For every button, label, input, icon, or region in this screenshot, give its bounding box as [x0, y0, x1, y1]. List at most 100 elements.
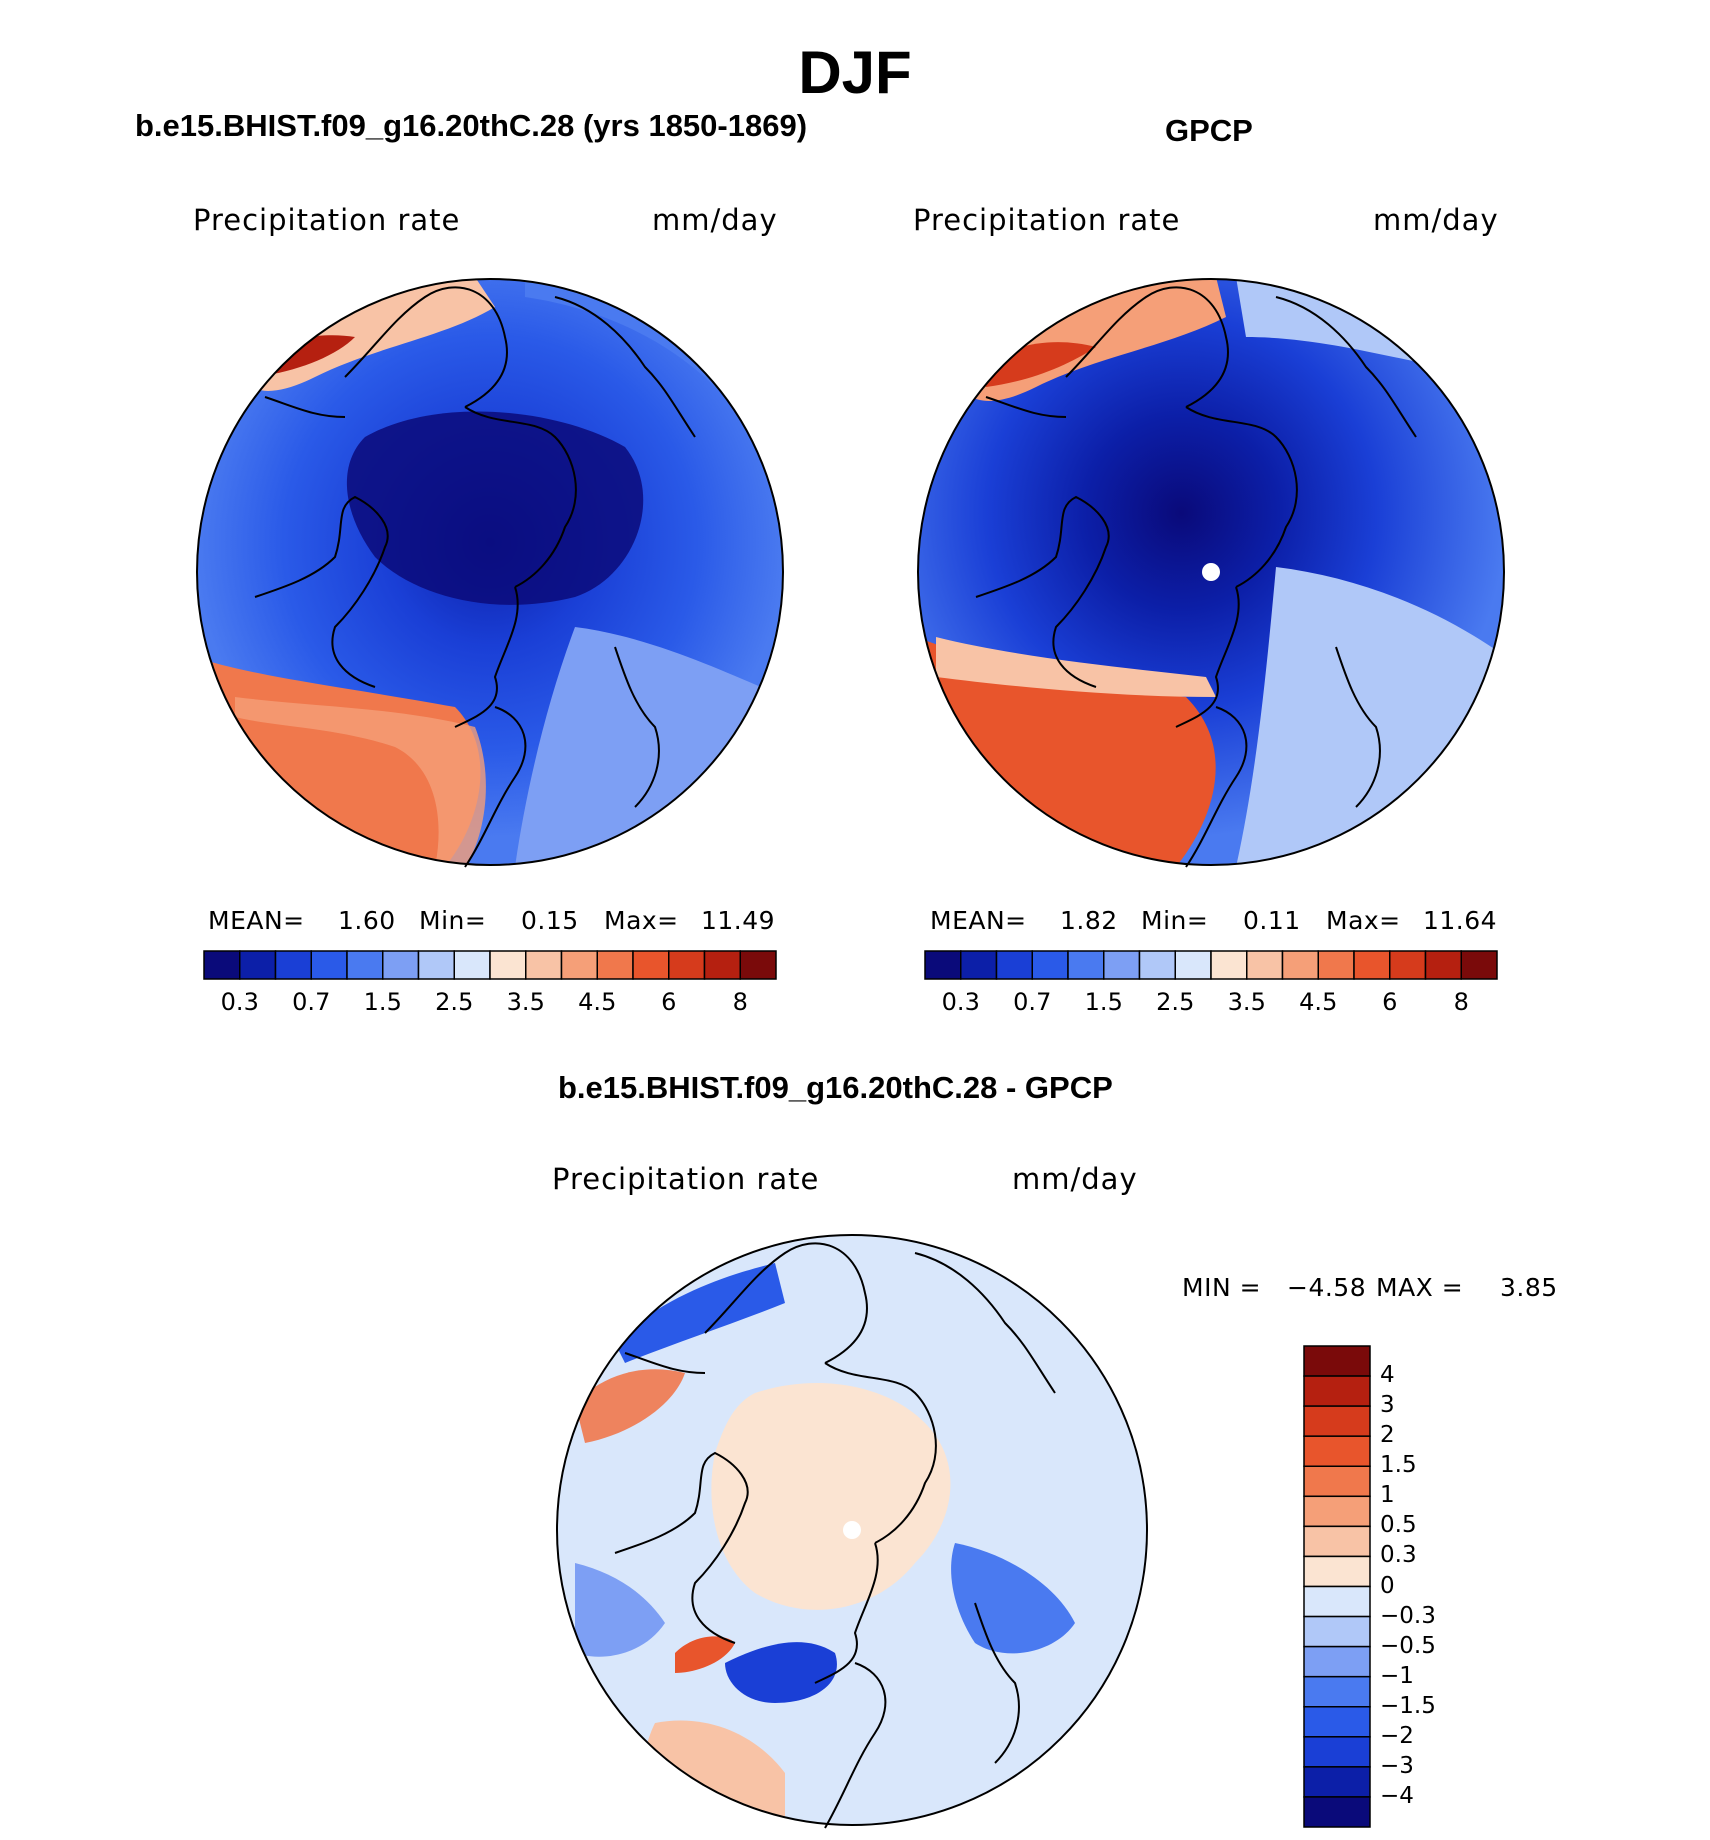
panel1-colorbar-box — [525, 950, 563, 980]
panel3-colorbar-tick-label: 0 — [1380, 1572, 1395, 1599]
panel2-colorbar-box — [1281, 950, 1319, 980]
panel3-pacific-negative — [615, 1263, 785, 1363]
panel3-colorbar-box — [1303, 1675, 1371, 1708]
panel2-mean-label: MEAN= — [930, 906, 1027, 935]
pole-marker — [1202, 563, 1220, 581]
panel1-max-label: Max= — [604, 906, 679, 935]
panel3-colorbar-tick-label: −1 — [1380, 1662, 1414, 1689]
panel3-colorbar-box — [1303, 1495, 1371, 1528]
panel2-coastlines — [975, 286, 1417, 868]
panel3-colorbar-box — [1303, 1645, 1371, 1678]
panel2-colorbar-box — [1460, 950, 1498, 980]
panel3-colorbar-box — [1303, 1796, 1371, 1828]
panel1-colorbar-box — [203, 950, 241, 980]
panel3-colorbar-box — [1303, 1345, 1371, 1377]
panel1-colorbar-box — [310, 950, 348, 980]
panel2-colorbar-box — [924, 950, 962, 980]
panel1-atlantic-edge — [235, 697, 486, 865]
panel1-min-value: 0.15 — [521, 906, 579, 935]
panel3-max-value: 3.85 — [1500, 1273, 1558, 1302]
panel3-colorbar-box — [1303, 1615, 1371, 1648]
panel1-colorbar-box — [346, 950, 384, 980]
panel3-colorbar-tick-label: −0.5 — [1380, 1632, 1436, 1659]
panel2-variable-label: Precipitation rate — [913, 203, 1181, 237]
panel3-colorbar-tick-label: −0.3 — [1380, 1602, 1436, 1629]
panel2-colorbar-tick-label: 0.7 — [1013, 988, 1052, 1016]
panel3-pacific-positive — [575, 1369, 685, 1443]
panel2-colorbar-box — [1103, 950, 1141, 980]
panel3-max-label: MAX = — [1376, 1273, 1464, 1302]
panel2-map — [917, 278, 1505, 868]
panel2-colorbar-box — [1210, 950, 1248, 980]
panel3-min-value: −4.58 — [1287, 1273, 1367, 1302]
panel1-units-label: mm/day — [652, 203, 778, 237]
panel1-colorbar-tick-label: 8 — [732, 988, 748, 1016]
panel3-dipole-red — [675, 1636, 735, 1673]
panel2-min-label: Min= — [1141, 906, 1209, 935]
panel2-colorbar — [924, 950, 1498, 980]
panel1-coastlines — [254, 286, 696, 868]
panel3-variable-label: Precipitation rate — [552, 1162, 820, 1196]
panel3-map — [556, 1234, 1148, 1829]
panel1-colorbar-box — [703, 950, 741, 980]
panel2-colorbar-box — [1317, 950, 1355, 980]
panel2-colorbar-box — [1389, 950, 1427, 980]
panel1-colorbar-box — [739, 950, 777, 980]
panel3-colorbar-ticks: 4 3 2 1.5 1 0.5 0.3 0 −0.3 −0.5 −1 −1.5 −2 −3 −4 — [1380, 1346, 1500, 1827]
panel3-title: b.e15.BHIST.f09_g16.20thC.28 - GPCP — [558, 1070, 1113, 1105]
panel1-colorbar-tick-label: 6 — [661, 988, 677, 1016]
panel2-colorbar-box — [1424, 950, 1462, 980]
panel2-colorbar-box — [1353, 950, 1391, 980]
panel1-colorbar-box — [274, 950, 312, 980]
panel2-title: GPCP — [1165, 113, 1253, 148]
panel1-colorbar-tick-label: 4.5 — [578, 988, 617, 1016]
panel3-colorbar-box — [1303, 1465, 1371, 1498]
panel1-variable-label: Precipitation rate — [193, 203, 461, 237]
panel1-colorbar-tick-label: 3.5 — [506, 988, 545, 1016]
panel3-colorbar-tick-label: 0.3 — [1380, 1542, 1417, 1569]
panel1-colorbar-box — [560, 950, 598, 980]
panel2-colorbar-tick-label: 8 — [1453, 988, 1469, 1016]
panel1-map — [196, 278, 784, 868]
panel3-arctic-positive — [711, 1383, 951, 1610]
panel3-atlantic-negative — [725, 1642, 837, 1703]
panel2-colorbar-tick-label: 3.5 — [1227, 988, 1266, 1016]
panel1-mean-label: MEAN= — [208, 906, 305, 935]
panel1-colorbar-tick-label: 0.3 — [220, 988, 259, 1016]
panel2-colorbar-box — [995, 950, 1033, 980]
panel3-colorbar-box — [1303, 1375, 1371, 1407]
panel2-max-label: Max= — [1326, 906, 1401, 935]
panel3-colorbar-tick-label: 0.5 — [1380, 1512, 1417, 1539]
panel2-atlantic-edge — [936, 637, 1216, 697]
panel2-colorbar-box — [1067, 950, 1105, 980]
panel1-colorbar-ticks: 0.3 0.7 1.5 2.5 3.5 4.5 6 8 — [204, 988, 776, 1020]
panel1-colorbar-box — [417, 950, 455, 980]
panel2-units-label: mm/day — [1373, 203, 1499, 237]
panel1-colorbar-box — [632, 950, 670, 980]
figure-title: DJF — [798, 39, 912, 106]
pole-marker — [843, 1521, 861, 1539]
panel3-colorbar-box — [1303, 1706, 1371, 1738]
panel1-colorbar-box — [453, 950, 491, 980]
panel2-colorbar-tick-label: 1.5 — [1084, 988, 1123, 1016]
panel3-colorbar-tick-label: −4 — [1380, 1782, 1414, 1809]
panel2-colorbar-tick-label: 0.3 — [941, 988, 980, 1016]
panel3-colorbar-tick-label: −1.5 — [1380, 1692, 1436, 1719]
panel3-colorbar-tick-label: 1 — [1380, 1482, 1395, 1509]
panel3-colorbar-tick-label: 3 — [1380, 1392, 1395, 1419]
panel3-colorbar-tick-label: 4 — [1380, 1362, 1395, 1389]
panel2-colorbar-box — [1174, 950, 1212, 980]
panel3-southwest-negative — [575, 1563, 665, 1657]
panel2-min-value: 0.11 — [1243, 906, 1301, 935]
panel1-colorbar-tick-label: 1.5 — [363, 988, 402, 1016]
panel3-colorbar-tick-label: 2 — [1380, 1422, 1395, 1449]
panel3-colorbar-box — [1303, 1555, 1371, 1588]
panel3-colorbar-box — [1303, 1525, 1371, 1558]
panel2-colorbar-tick-label: 6 — [1382, 988, 1398, 1016]
panel3-colorbar-box — [1303, 1736, 1371, 1768]
panel1-colorbar-tick-label: 0.7 — [292, 988, 331, 1016]
panel2-map-border — [917, 278, 1505, 866]
panel2-max-value: 11.64 — [1423, 906, 1498, 935]
panel1-mean-value: 1.60 — [338, 906, 396, 935]
panel2-colorbar-box — [960, 950, 998, 980]
